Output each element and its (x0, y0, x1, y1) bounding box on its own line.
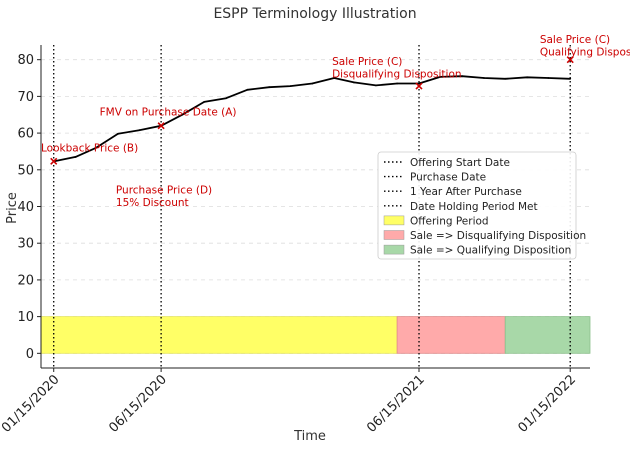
legend-swatch-patch (383, 215, 405, 226)
price-point (225, 97, 228, 100)
legend-label: 1 Year After Purchase (410, 186, 522, 198)
price-marker (50, 157, 58, 165)
price-marker (157, 122, 165, 130)
y-tick-label: 80 (17, 53, 34, 68)
price-point (289, 85, 292, 88)
price-point (117, 132, 119, 135)
x-tick-label: 06/15/2020 (106, 372, 170, 436)
y-tick-label: 30 (17, 237, 34, 252)
annotation-text: Purchase Price (D) (116, 185, 212, 197)
y-tick-label: 70 (17, 90, 34, 105)
y-tick-label: 50 (17, 163, 34, 178)
price-point (375, 84, 377, 87)
x-axis-label: Time (293, 429, 326, 444)
price-point (353, 81, 355, 84)
legend-label: Date Holding Period Met (410, 201, 538, 213)
price-point (74, 156, 77, 158)
price-point (333, 77, 336, 79)
price-point (483, 77, 485, 79)
price-point (461, 75, 464, 78)
annotation-text: Disqualifying Disposition (332, 68, 461, 80)
y-tick-label: 0 (26, 347, 34, 362)
price-point (311, 82, 314, 85)
y-tick-label: 10 (17, 310, 34, 325)
legend-swatch-patch (383, 230, 405, 240)
price-point (246, 88, 249, 91)
price-marker (566, 56, 574, 64)
price-point (181, 113, 184, 116)
legend-swatch-patch (383, 244, 405, 255)
y-tick-label: 60 (17, 127, 34, 142)
price-point (439, 76, 442, 78)
price-point (268, 86, 271, 89)
legend-box (377, 151, 577, 260)
legend-label: Offering Start Date (410, 157, 510, 169)
y-tick-label: 20 (17, 273, 34, 288)
price-point (504, 77, 507, 80)
annotation-text: Sale Price (C) (332, 56, 402, 68)
period-span (396, 316, 506, 354)
annotation-text: Lookback Price (B) (41, 142, 138, 154)
price-point (396, 82, 399, 85)
price-point (418, 82, 420, 85)
y-axis-label: Price (5, 192, 20, 224)
annotation-text: Qualifying Disposition (540, 47, 630, 59)
legend-label: Offering Period (410, 215, 489, 227)
annotation-text: 15% Discount (116, 197, 189, 209)
x-tick-label: 01/15/2020 (0, 372, 63, 436)
price-point (95, 146, 98, 149)
price-point (547, 77, 550, 79)
chart-title: ESPP Terminology Illustration (213, 6, 416, 22)
x-tick-label: 06/15/2021 (364, 372, 428, 436)
y-tick-label: 40 (17, 200, 34, 215)
annotation-text: FMV on Purchase Date (A) (100, 106, 237, 118)
price-point (526, 76, 529, 79)
legend-label: Sale => Qualifying Disposition (410, 245, 571, 257)
legend-label: Sale => Disqualifying Disposition (410, 230, 586, 242)
price-point (569, 77, 572, 80)
period-span (40, 316, 398, 354)
legend-label: Purchase Date (410, 172, 486, 184)
x-tick-label: 01/15/2022 (515, 372, 579, 436)
price-marker (415, 82, 423, 90)
annotation-text: Sale Price (C) (540, 34, 610, 46)
price-point (203, 100, 206, 103)
price-point (138, 129, 141, 132)
period-span (504, 316, 591, 354)
